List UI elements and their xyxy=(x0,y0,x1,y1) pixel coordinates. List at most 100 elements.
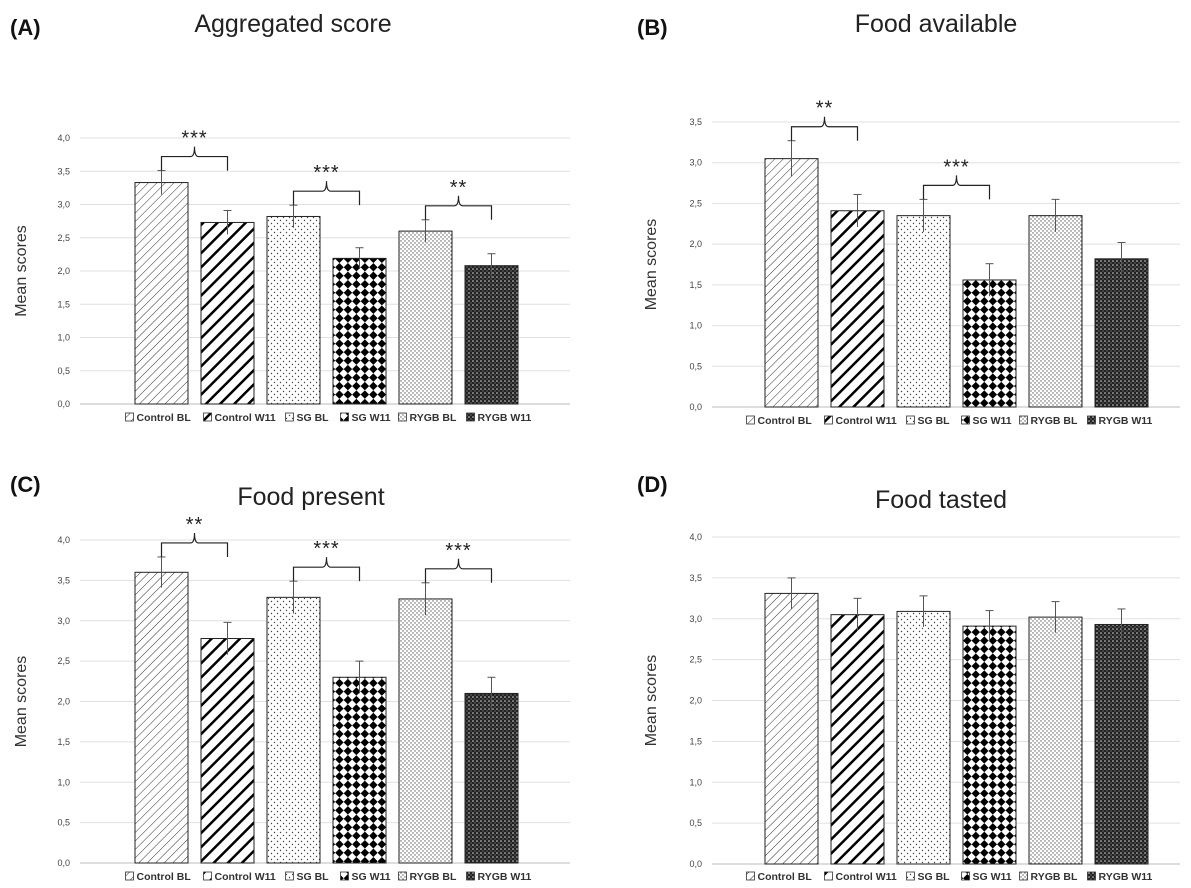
legend-label: SG W11 xyxy=(973,415,1012,427)
y-tick-label: 3,0 xyxy=(57,616,70,626)
legend-swatch xyxy=(467,872,475,880)
y-tick-label: 2,5 xyxy=(57,233,70,243)
legend-swatch xyxy=(341,872,349,880)
legend-swatch xyxy=(341,413,349,421)
bar-sg-bl xyxy=(267,597,320,863)
y-tick-label: 0,5 xyxy=(57,818,70,828)
legend-label: SG BL xyxy=(918,415,951,427)
bar-rygb-bl xyxy=(399,231,452,404)
significance-label: ** xyxy=(450,177,468,199)
legend-label: RYGB W11 xyxy=(478,412,532,424)
chart-panel-2: (C) Food present Mean scores 0,0 0,5 1,0 1,5 2,… xyxy=(10,472,570,883)
y-tick-label: 3,0 xyxy=(57,200,70,210)
legend-label: Control BL xyxy=(758,871,813,883)
y-tick-label: 0,0 xyxy=(57,399,70,409)
bar-sg-bl xyxy=(267,216,320,404)
y-tick-label: 4,0 xyxy=(689,532,702,542)
legend-swatch xyxy=(1020,872,1028,880)
significance-label: ** xyxy=(816,98,834,120)
chart-title: Food tasted xyxy=(875,486,1007,514)
significance-label: *** xyxy=(181,128,207,150)
legend-label: RYGB BL xyxy=(1031,415,1078,427)
y-tick-label: 1,5 xyxy=(689,736,702,746)
significance-bracket xyxy=(426,559,492,583)
legend-label: Control BL xyxy=(758,415,813,427)
y-axis-label: Mean scores xyxy=(13,656,30,748)
bar-rygb-bl xyxy=(1029,617,1082,864)
y-tick-label: 2,0 xyxy=(57,697,70,707)
y-tick-label: 2,5 xyxy=(57,656,70,666)
legend-label: SG W11 xyxy=(973,871,1012,883)
bar-rygb-w11 xyxy=(1095,624,1148,864)
y-tick-label: 1,0 xyxy=(689,777,702,787)
bar-rygb-bl xyxy=(399,599,452,863)
bar-rygb-w11 xyxy=(465,266,518,404)
y-tick-label: 0,0 xyxy=(57,858,70,868)
legend-label: RYGB BL xyxy=(1031,871,1078,883)
significance-label: *** xyxy=(943,156,969,178)
legend-label: Control BL xyxy=(137,412,192,424)
y-tick-label: 2,5 xyxy=(689,655,702,665)
chart-panel-3: (D) Food tasted Mean scores 0,0 0,5 1,0 1,5 2,0… xyxy=(637,472,1180,883)
legend-swatch xyxy=(825,872,833,880)
y-tick-label: 3,0 xyxy=(689,614,702,624)
legend-swatch xyxy=(126,872,134,880)
legend-swatch xyxy=(286,872,294,880)
chart-title: Aggregated score xyxy=(194,10,391,38)
y-tick-label: 2,5 xyxy=(689,198,702,208)
bar-control-bl xyxy=(135,183,188,404)
bar-control-w11 xyxy=(201,639,254,863)
significance-bracket xyxy=(294,557,360,581)
legend-swatch xyxy=(1088,416,1096,424)
legend-label: Control W11 xyxy=(836,415,897,427)
significance-label: ** xyxy=(186,514,204,536)
y-tick-label: 2,0 xyxy=(689,696,702,706)
y-tick-label: 0,5 xyxy=(689,818,702,828)
legend-swatch xyxy=(747,872,755,880)
bar-control-bl xyxy=(765,593,818,864)
panel-label: (D) xyxy=(637,472,668,497)
legend-swatch xyxy=(1088,872,1096,880)
bar-sg-w11 xyxy=(333,677,386,863)
chart-panel-0: (A) Aggregated score Mean scores 0,0 0,5 1,0 1… xyxy=(10,10,570,424)
legend-swatch xyxy=(399,413,407,421)
legend-label: RYGB W11 xyxy=(1099,415,1153,427)
legend-swatch xyxy=(907,872,915,880)
y-tick-label: 2,0 xyxy=(689,239,702,249)
y-tick-label: 1,5 xyxy=(57,299,70,309)
bar-sg-bl xyxy=(897,611,950,864)
legend-label: RYGB W11 xyxy=(1099,871,1153,883)
y-tick-label: 0,0 xyxy=(689,859,702,869)
legend-label: SG W11 xyxy=(352,412,391,424)
bar-control-bl xyxy=(135,572,188,863)
y-tick-label: 4,0 xyxy=(57,133,70,143)
y-tick-label: 0,0 xyxy=(689,402,702,412)
legend-swatch xyxy=(204,413,212,421)
panel-label: (A) xyxy=(10,15,41,40)
bar-control-w11 xyxy=(831,615,884,864)
y-axis-label: Mean scores xyxy=(13,225,30,317)
bar-rygb-w11 xyxy=(465,693,518,863)
legend-swatch xyxy=(825,416,833,424)
legend-swatch xyxy=(1020,416,1028,424)
y-axis-label: Mean scores xyxy=(643,219,660,311)
legend-label: SG W11 xyxy=(352,871,391,883)
y-tick-label: 3,5 xyxy=(689,573,702,583)
significance-bracket xyxy=(792,117,858,141)
legend-swatch xyxy=(286,413,294,421)
legend-label: RYGB BL xyxy=(410,871,457,883)
y-tick-label: 2,0 xyxy=(57,266,70,276)
legend-label: SG BL xyxy=(918,871,951,883)
y-tick-label: 1,5 xyxy=(57,737,70,747)
bar-rygb-w11 xyxy=(1095,259,1148,407)
legend-label: SG BL xyxy=(297,871,330,883)
significance-bracket xyxy=(162,533,228,557)
y-tick-label: 3,5 xyxy=(689,117,702,127)
y-tick-label: 0,5 xyxy=(57,366,70,376)
legend-label: Control W11 xyxy=(836,871,897,883)
y-tick-label: 4,0 xyxy=(57,535,70,545)
significance-label: *** xyxy=(313,162,339,184)
significance-label: *** xyxy=(313,538,339,560)
chart-title: Food available xyxy=(855,10,1018,38)
legend-label: SG BL xyxy=(297,412,330,424)
